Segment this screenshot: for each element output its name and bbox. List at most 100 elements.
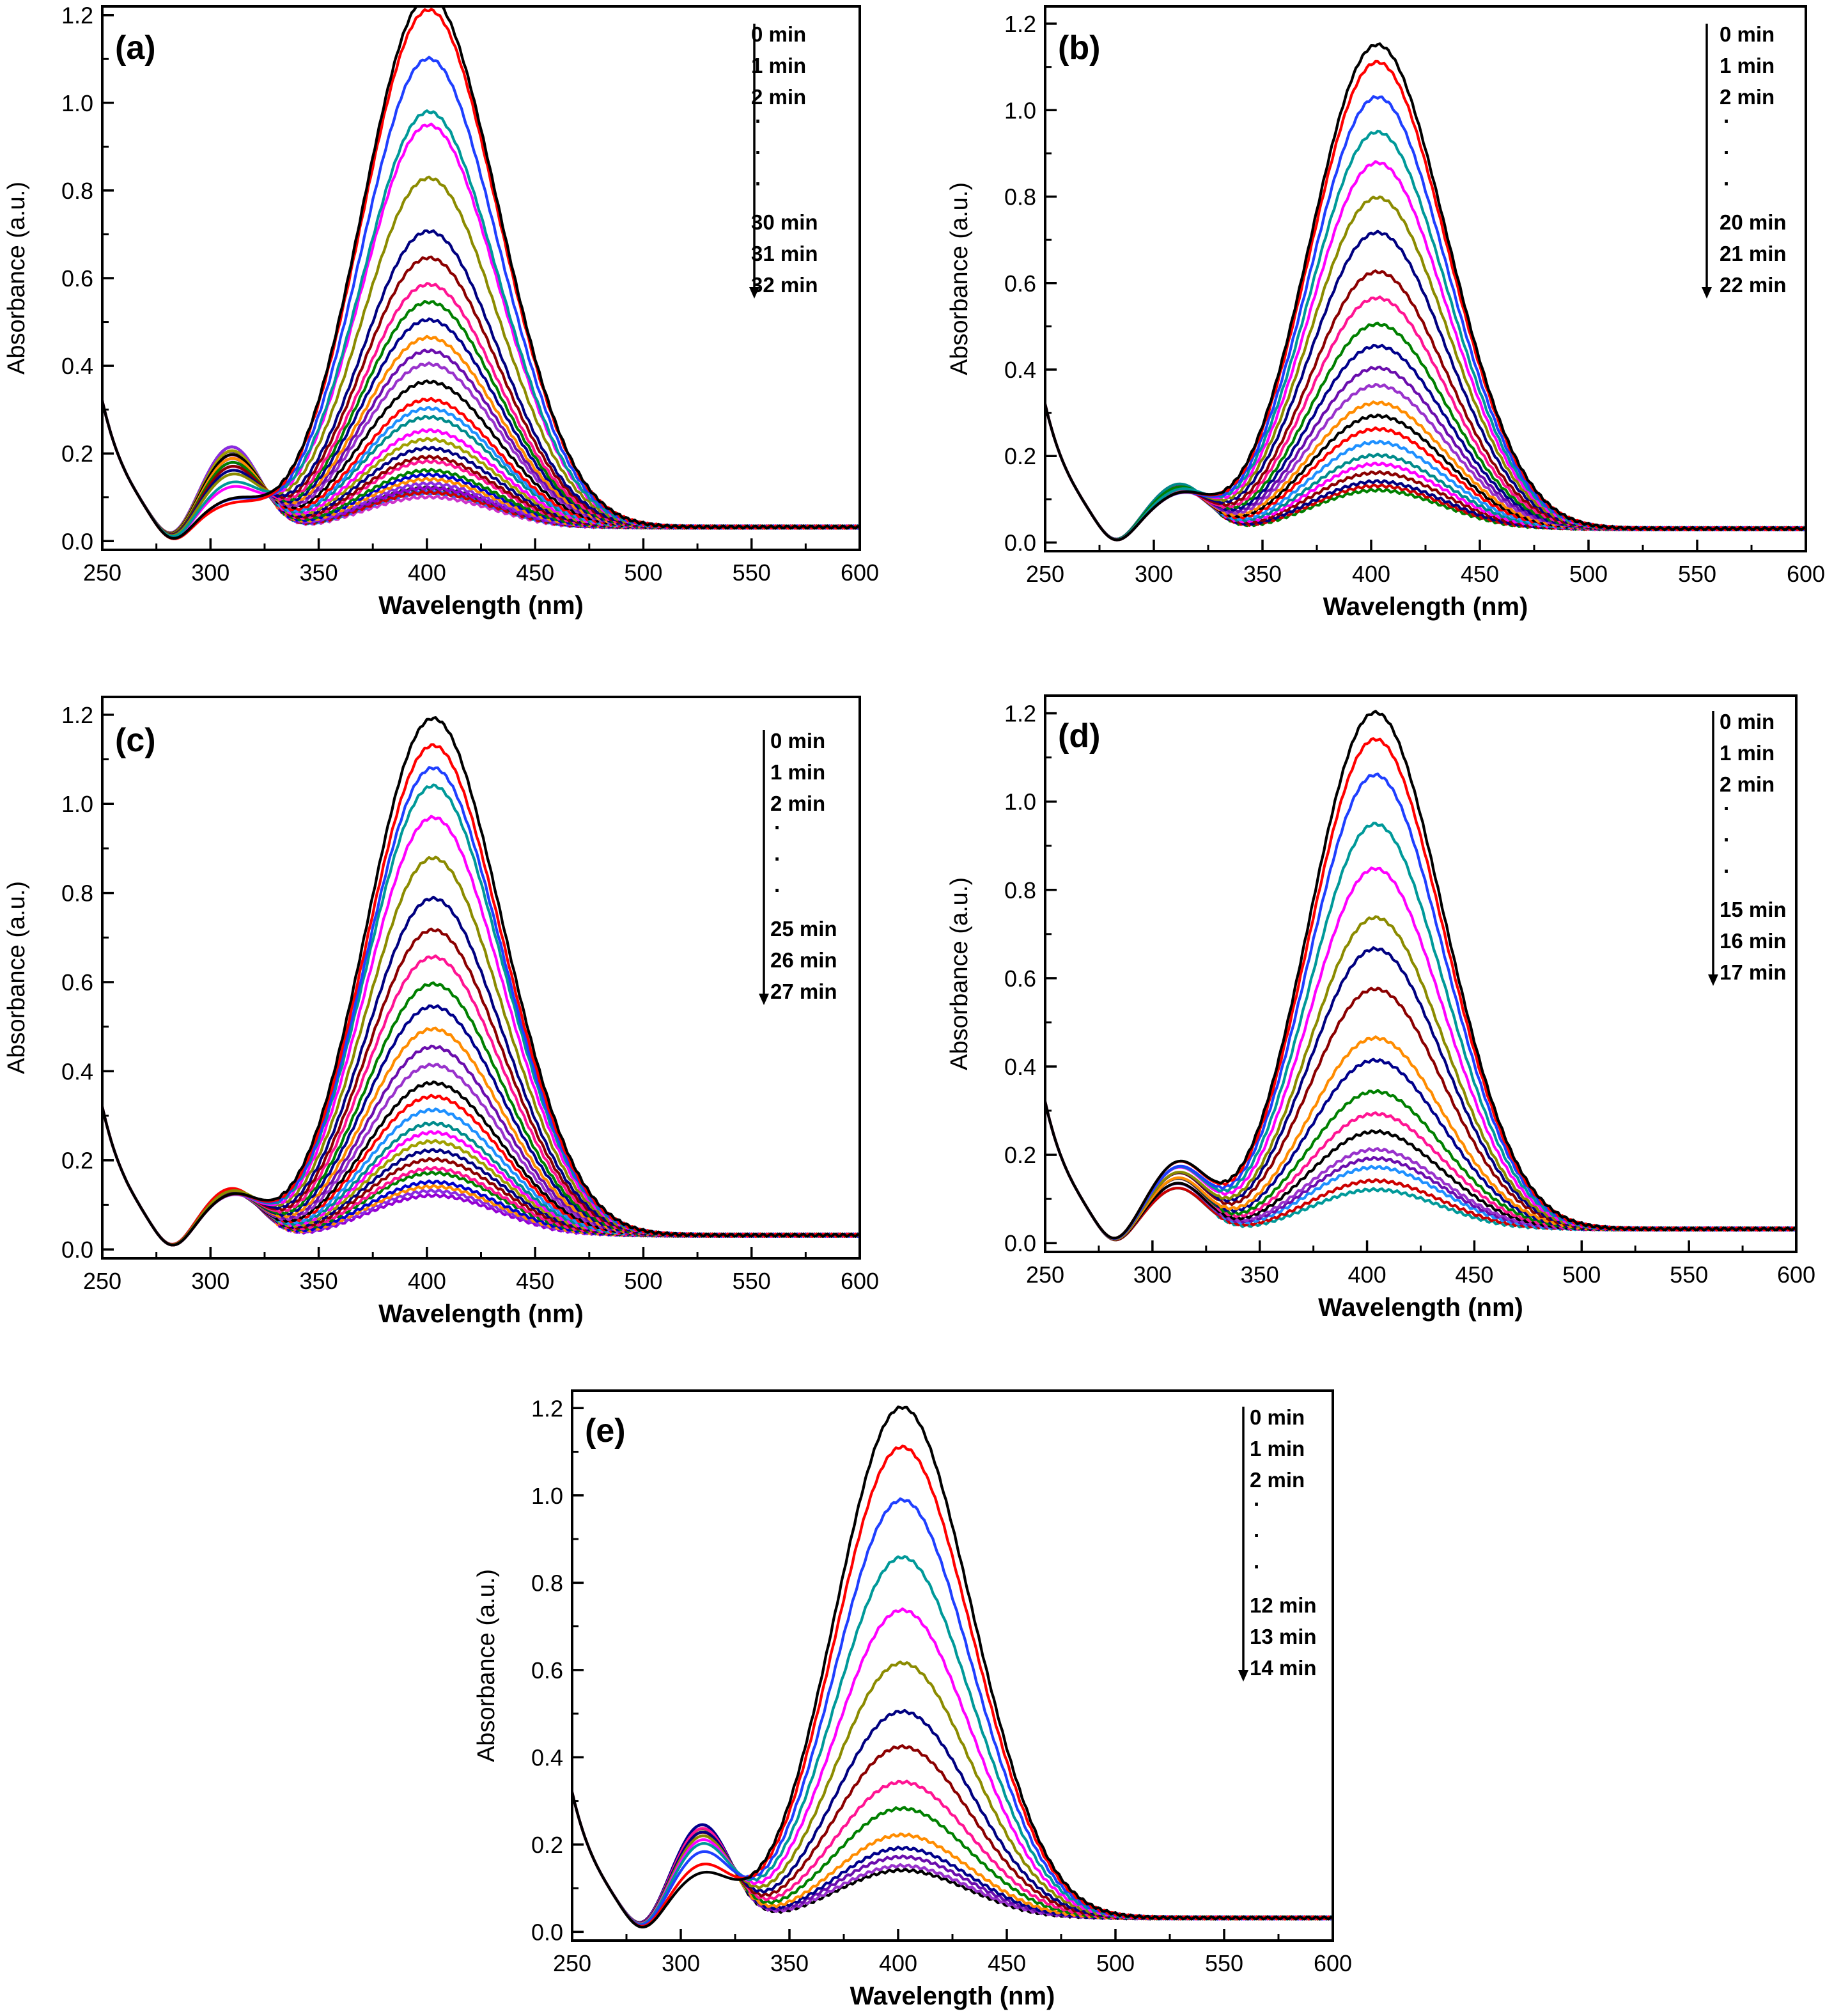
legend-entry: 0 min [1720, 710, 1775, 733]
y-tick-label: 1.0 [531, 1483, 563, 1509]
legend-entry: 27 min [770, 980, 837, 1003]
x-tick-label: 450 [516, 1268, 554, 1294]
legend-ellipsis-dot: . [1723, 104, 1729, 127]
legend-entry: 0 min [1250, 1405, 1305, 1429]
x-axis-title: Wavelength (nm) [378, 591, 584, 620]
series-line [102, 1026, 860, 1246]
y-tick-label: 0.4 [1004, 1054, 1036, 1080]
x-tick-label: 350 [770, 1950, 809, 1976]
legend-ellipsis-dot: . [774, 810, 780, 834]
x-tick-label: 600 [841, 559, 879, 586]
x-tick-label: 300 [662, 1950, 700, 1976]
legend-entry: 2 min [1250, 1468, 1305, 1492]
panel-e: 250 300 350 400 450 500 550 600 0.0 0.2 0.4 0.6 0.8 1… [473, 1389, 1352, 2010]
x-tick-label: 500 [1096, 1950, 1135, 1976]
legend-ellipsis-dot: . [774, 873, 780, 896]
y-tick-label: 0.0 [531, 1919, 563, 1945]
x-tick-label: 250 [553, 1950, 591, 1976]
x-tick-label: 500 [1562, 1262, 1601, 1288]
y-tick-label: 1.2 [61, 702, 93, 728]
x-tick-label: 300 [1133, 1262, 1172, 1288]
x-tick-label: 350 [1241, 1262, 1279, 1288]
y-tick-label: 0.2 [61, 1148, 93, 1174]
series-line [572, 1708, 1333, 1925]
y-tick-label: 0.2 [1004, 1142, 1036, 1168]
x-tick-label: 450 [1461, 561, 1499, 587]
panel-a: 250 300 350 400 450 500 550 600 0.0 0.2 0.4 0.6 0.8 1… [3, 3, 879, 620]
legend-ellipsis-dot: . [1254, 1487, 1259, 1510]
series-line [102, 716, 860, 1247]
panel-b: 250 300 350 400 450 500 550 600 0.0 0.2 0.4 0.6 0.8 1… [946, 5, 1825, 621]
series-group [572, 1405, 1333, 1929]
legend-entry: 0 min [751, 22, 806, 46]
y-axis-title: Absorbance (a.u.) [3, 881, 30, 1074]
legend-ellipsis-dot: . [1723, 791, 1729, 815]
y-tick-label: 0.4 [531, 1744, 563, 1770]
legend: 0 min 1 min 2 min... 30 min 31 min 32 min [749, 22, 818, 299]
legend-entry: 32 min [751, 273, 818, 297]
series-group [1045, 42, 1806, 542]
x-tick-label: 550 [1678, 561, 1716, 587]
y-tick-label: 0.4 [61, 353, 93, 379]
x-tick-label: 250 [83, 1268, 121, 1294]
legend-entry: 30 min [751, 210, 818, 234]
y-tick-label: 0.8 [531, 1570, 563, 1596]
legend-entry: 2 min [751, 85, 806, 109]
y-axis-title: Absorbance (a.u.) [3, 182, 30, 375]
x-tick-label: 600 [1777, 1262, 1815, 1288]
legend-entry: 22 min [1720, 273, 1787, 297]
legend-ellipsis-dot: . [774, 841, 780, 865]
x-tick-label: 300 [1135, 561, 1173, 587]
plot-frame [101, 696, 861, 1260]
series-line [1045, 403, 1806, 541]
series-line [572, 1405, 1333, 1929]
y-axis-title: Absorbance (a.u.) [473, 1569, 500, 1762]
legend-entry: 2 min [1720, 772, 1775, 796]
legend-entry: 31 min [751, 242, 818, 265]
x-tick-label: 250 [83, 559, 121, 586]
x-tick-label: 400 [1348, 1262, 1387, 1288]
y-tick-label: 0.6 [61, 969, 93, 996]
x-axis-title: Wavelength (nm) [1323, 593, 1528, 621]
panel-c: 250 300 350 400 450 500 550 600 0.0 0.2 0.4 0.6 0.8 1… [3, 696, 879, 1328]
y-tick-label: 0.4 [61, 1058, 93, 1084]
legend-ellipsis-dot: . [1254, 1549, 1259, 1573]
time-arrow-head-icon [749, 287, 759, 299]
legend-ellipsis-dot: . [755, 104, 761, 127]
legend-ellipsis-dot: . [755, 135, 761, 159]
series-group [102, 716, 860, 1247]
series-line [102, 6, 860, 540]
x-tick-label: 400 [1352, 561, 1390, 587]
y-tick-label: 1.0 [61, 90, 93, 116]
legend-ellipsis-dot: . [1254, 1518, 1259, 1542]
legend-entry: 1 min [1720, 741, 1775, 765]
legend-entry: 17 min [1720, 960, 1787, 984]
y-tick-label: 0.0 [61, 1237, 93, 1263]
x-tick-label: 600 [1314, 1950, 1352, 1976]
legend-entry: 25 min [770, 917, 837, 941]
time-arrow-head-icon [1238, 1670, 1248, 1682]
legend-entry: 1 min [1720, 54, 1775, 77]
x-tick-label: 550 [733, 559, 771, 586]
x-tick-label: 600 [1787, 561, 1825, 587]
x-tick-label: 450 [516, 559, 554, 586]
time-arrow-head-icon [1708, 974, 1718, 986]
legend-entry: 14 min [1250, 1656, 1317, 1680]
legend-entry: 26 min [770, 948, 837, 972]
panel-label: (a) [115, 29, 156, 66]
x-axis-title: Wavelength (nm) [378, 1300, 584, 1328]
legend-ellipsis-dot: . [1723, 135, 1729, 159]
x-tick-label: 600 [841, 1268, 879, 1294]
x-tick-label: 500 [624, 559, 662, 586]
y-tick-label: 0.2 [1004, 443, 1036, 469]
legend-entry: 12 min [1250, 1593, 1317, 1617]
y-axis-title: Absorbance (a.u.) [946, 182, 973, 375]
y-tick-label: 0.8 [61, 880, 93, 907]
y-tick-label: 0.8 [61, 178, 93, 204]
time-arrow-head-icon [759, 994, 769, 1005]
x-tick-label: 250 [1026, 1262, 1064, 1288]
series-line [1045, 343, 1806, 541]
series-line [572, 1497, 1333, 1926]
x-tick-label: 350 [300, 559, 338, 586]
x-tick-label: 350 [1243, 561, 1282, 587]
